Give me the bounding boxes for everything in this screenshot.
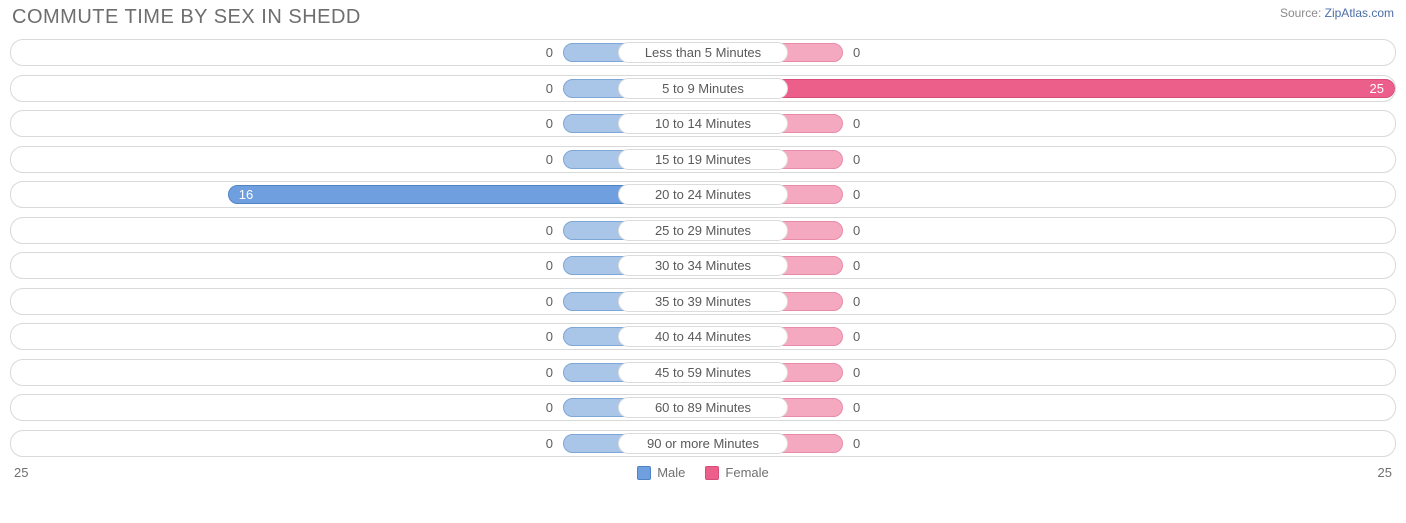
female-half: 0 <box>703 395 1395 420</box>
female-value: 0 <box>847 289 866 314</box>
female-bar: 25 <box>703 79 1395 98</box>
female-value: 0 <box>847 360 866 385</box>
female-half: 0 <box>703 218 1395 243</box>
male-half: 0 <box>11 289 703 314</box>
chart-row: 0 0 25 to 29 Minutes <box>10 217 1396 244</box>
chart-row: 0 0 10 to 14 Minutes <box>10 110 1396 137</box>
axis-max-right: 25 <box>1378 465 1392 480</box>
male-value: 0 <box>540 111 559 136</box>
chart-container: COMMUTE TIME BY SEX IN SHEDD Source: Zip… <box>0 0 1406 486</box>
male-half: 0 <box>11 40 703 65</box>
chart-row: 0 0 35 to 39 Minutes <box>10 288 1396 315</box>
male-value: 0 <box>540 324 559 349</box>
chart-row: 0 25 5 to 9 Minutes <box>10 75 1396 102</box>
female-value: 0 <box>847 40 866 65</box>
female-half: 0 <box>703 182 1395 207</box>
category-label: 40 to 44 Minutes <box>618 326 788 347</box>
female-value: 0 <box>847 324 866 349</box>
male-half: 0 <box>11 111 703 136</box>
category-label: 60 to 89 Minutes <box>618 397 788 418</box>
female-half: 0 <box>703 431 1395 456</box>
female-half: 0 <box>703 147 1395 172</box>
male-value: 0 <box>540 253 559 278</box>
legend-label-female: Female <box>725 465 768 480</box>
male-value: 0 <box>540 360 559 385</box>
chart-row: 0 0 90 or more Minutes <box>10 430 1396 457</box>
female-half: 0 <box>703 289 1395 314</box>
female-value: 0 <box>847 111 866 136</box>
chart-row: 0 0 Less than 5 Minutes <box>10 39 1396 66</box>
female-half: 0 <box>703 253 1395 278</box>
male-half: 16 <box>11 182 703 207</box>
male-half: 0 <box>11 324 703 349</box>
legend: Male Female <box>637 465 769 480</box>
category-label: 5 to 9 Minutes <box>618 78 788 99</box>
source-attribution: Source: ZipAtlas.com <box>1280 6 1394 20</box>
chart-row: 0 0 45 to 59 Minutes <box>10 359 1396 386</box>
category-label: 25 to 29 Minutes <box>618 220 788 241</box>
male-value: 16 <box>233 186 259 203</box>
male-half: 0 <box>11 253 703 278</box>
chart-row: 0 0 30 to 34 Minutes <box>10 252 1396 279</box>
axis-max-left: 25 <box>14 465 28 480</box>
male-value: 0 <box>540 147 559 172</box>
male-half: 0 <box>11 395 703 420</box>
male-value: 0 <box>540 218 559 243</box>
male-half: 0 <box>11 147 703 172</box>
category-label: 20 to 24 Minutes <box>618 184 788 205</box>
female-value: 0 <box>847 182 866 207</box>
female-value: 0 <box>847 431 866 456</box>
category-label: 45 to 59 Minutes <box>618 362 788 383</box>
source-link[interactable]: ZipAtlas.com <box>1325 6 1394 20</box>
male-half: 0 <box>11 360 703 385</box>
female-value: 0 <box>847 253 866 278</box>
female-half: 0 <box>703 111 1395 136</box>
female-value: 0 <box>847 147 866 172</box>
male-value: 0 <box>540 395 559 420</box>
chart-row: 16 0 20 to 24 Minutes <box>10 181 1396 208</box>
chart-rows: 00Less than 5 Minutes0255 to 9 Minutes00… <box>8 31 1398 457</box>
male-half: 0 <box>11 218 703 243</box>
female-half: 0 <box>703 324 1395 349</box>
female-half: 0 <box>703 40 1395 65</box>
category-label: 15 to 19 Minutes <box>618 149 788 170</box>
chart-row: 0 0 60 to 89 Minutes <box>10 394 1396 421</box>
chart-row: 0 0 15 to 19 Minutes <box>10 146 1396 173</box>
female-half: 25 <box>703 76 1395 101</box>
female-value: 25 <box>1364 80 1390 97</box>
female-value: 0 <box>847 218 866 243</box>
legend-label-male: Male <box>657 465 685 480</box>
male-value: 0 <box>540 289 559 314</box>
female-value: 0 <box>847 395 866 420</box>
male-value: 0 <box>540 40 559 65</box>
legend-swatch-male <box>637 466 651 480</box>
male-half: 0 <box>11 431 703 456</box>
chart-title: COMMUTE TIME BY SEX IN SHEDD <box>12 6 361 29</box>
category-label: 10 to 14 Minutes <box>618 113 788 134</box>
category-label: 90 or more Minutes <box>618 433 788 454</box>
female-half: 0 <box>703 360 1395 385</box>
legend-item-male: Male <box>637 465 685 480</box>
category-label: 35 to 39 Minutes <box>618 291 788 312</box>
source-prefix: Source: <box>1280 6 1325 20</box>
chart-header: COMMUTE TIME BY SEX IN SHEDD Source: Zip… <box>8 0 1398 31</box>
male-value: 0 <box>540 431 559 456</box>
chart-row: 0 0 40 to 44 Minutes <box>10 323 1396 350</box>
chart-footer: 25 Male Female 25 <box>8 465 1398 486</box>
category-label: 30 to 34 Minutes <box>618 255 788 276</box>
legend-item-female: Female <box>705 465 768 480</box>
male-value: 0 <box>540 76 559 101</box>
category-label: Less than 5 Minutes <box>618 42 788 63</box>
male-half: 0 <box>11 76 703 101</box>
legend-swatch-female <box>705 466 719 480</box>
